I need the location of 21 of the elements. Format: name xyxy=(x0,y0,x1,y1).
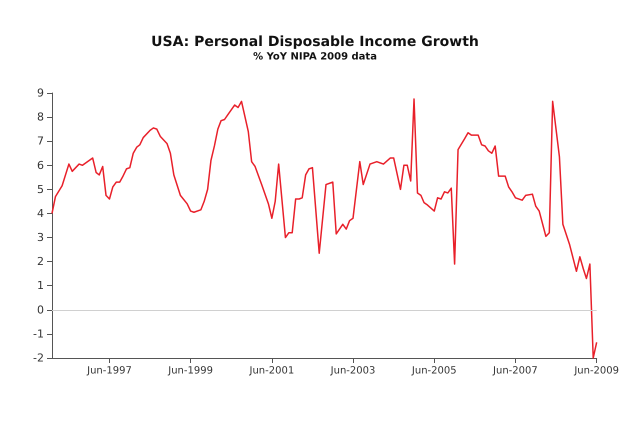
chart-title: USA: Personal Disposable Income Growth xyxy=(151,34,479,50)
x-tick-label: Jun-2009 xyxy=(573,366,619,376)
x-tick-label: Jun-2001 xyxy=(248,366,294,376)
y-tick-label: 8 xyxy=(37,110,44,124)
x-tick-label: Jun-1999 xyxy=(167,366,213,376)
y-tick-label: 2 xyxy=(37,255,44,268)
x-tick-label: Jun-2005 xyxy=(410,366,457,376)
y-tick-label: 5 xyxy=(37,182,44,196)
x-tick-label: Jun-1997 xyxy=(86,366,132,376)
chart-subtitle: % YoY NIPA 2009 data xyxy=(253,52,377,62)
y-tick-label: 3 xyxy=(37,231,44,244)
y-tick-label: 0 xyxy=(37,303,44,316)
y-tick-label: 1 xyxy=(37,279,44,292)
y-tick-label: -2 xyxy=(33,352,44,364)
y-tick-label: 6 xyxy=(37,158,44,172)
y-tick-label: 7 xyxy=(37,134,44,148)
y-tick-label: 4 xyxy=(37,206,44,220)
y-tick-label: -1 xyxy=(33,327,44,340)
x-tick-label: Jun-2003 xyxy=(330,366,376,376)
x-tick-label: Jun-2007 xyxy=(492,366,538,376)
y-tick-label: 9 xyxy=(37,86,44,100)
